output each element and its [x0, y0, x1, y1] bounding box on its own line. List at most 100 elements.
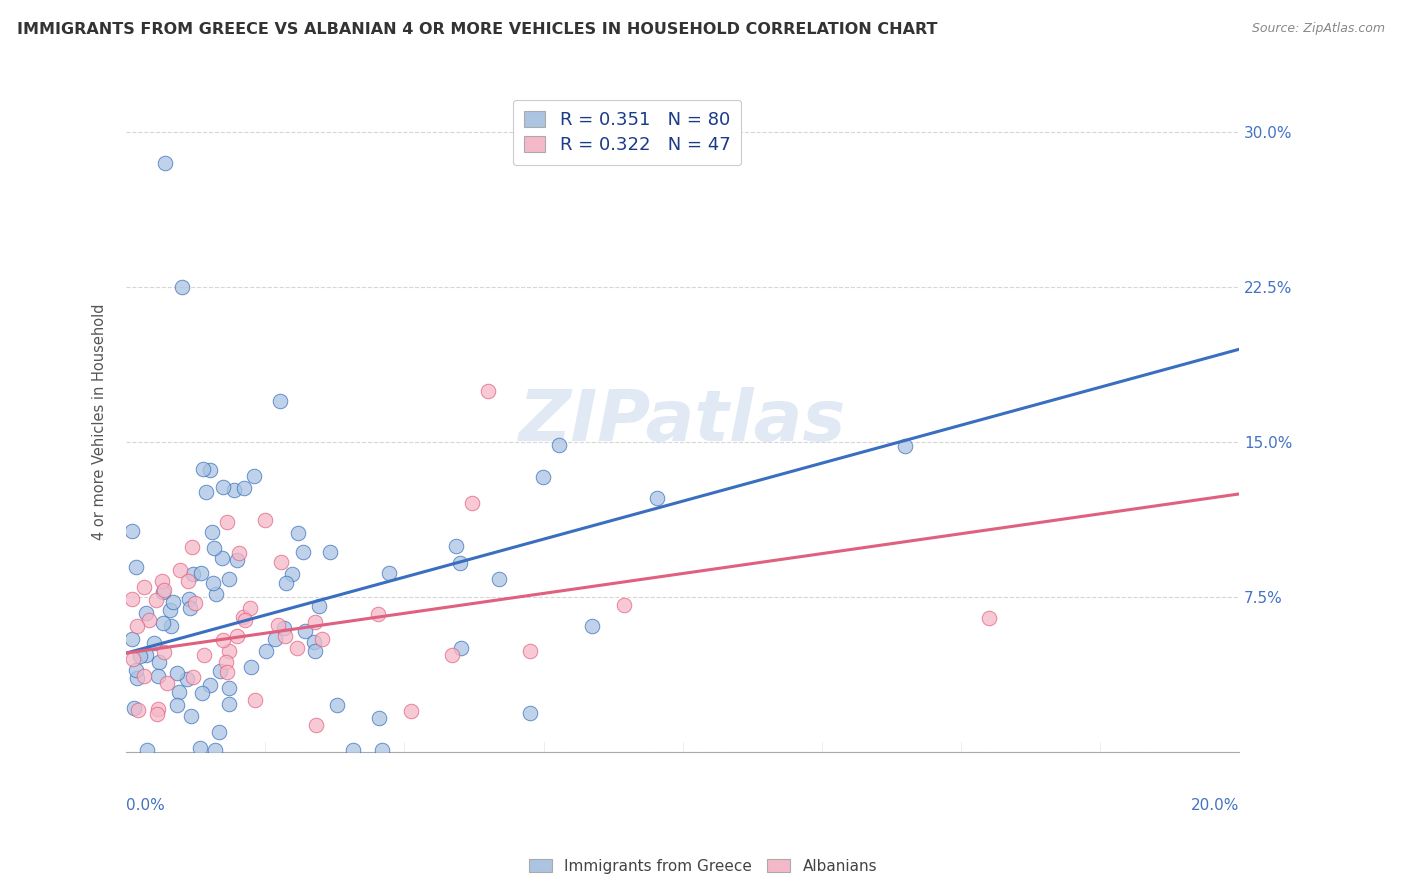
Point — [180, 709, 202, 723]
Point — [125, 619, 148, 633]
Point — [211, 551, 233, 566]
Point — [311, 632, 333, 647]
Point — [146, 669, 169, 683]
Point — [342, 743, 364, 757]
Point — [128, 649, 150, 664]
Point — [304, 644, 326, 658]
Text: IMMIGRANTS FROM GREECE VS ALBANIAN 4 OR MORE VEHICLES IN HOUSEHOLD CORRELATION C: IMMIGRANTS FROM GREECE VS ALBANIAN 4 OR … — [17, 22, 938, 37]
Point — [124, 560, 146, 574]
Point — [444, 539, 467, 553]
Point — [242, 469, 264, 483]
Point — [294, 624, 316, 638]
Point — [302, 634, 325, 648]
Point — [202, 541, 225, 556]
Point — [613, 599, 636, 613]
Legend: Immigrants from Greece, Albanians: Immigrants from Greece, Albanians — [523, 853, 883, 880]
Point — [176, 574, 198, 588]
Point — [156, 676, 179, 690]
Point — [267, 618, 290, 632]
Point — [208, 725, 231, 739]
Point — [325, 698, 347, 713]
Y-axis label: 4 or more Vehicles in Household: 4 or more Vehicles in Household — [93, 303, 107, 540]
Point — [977, 611, 1000, 625]
Point — [273, 621, 295, 635]
Point — [188, 740, 211, 755]
Point — [195, 484, 218, 499]
Point — [145, 593, 167, 607]
Point — [159, 603, 181, 617]
Legend: R = 0.351   N = 80, R = 0.322   N = 47: R = 0.351 N = 80, R = 0.322 N = 47 — [513, 100, 741, 165]
Point — [208, 665, 231, 679]
Point — [184, 596, 207, 610]
Point — [166, 698, 188, 713]
Point — [135, 648, 157, 662]
Point — [135, 743, 157, 757]
Point — [399, 704, 422, 718]
Point — [166, 665, 188, 680]
Point — [308, 599, 330, 613]
Point — [193, 648, 215, 663]
Point — [233, 481, 256, 495]
Point — [253, 513, 276, 527]
Point — [198, 678, 221, 692]
Point — [205, 587, 228, 601]
Point — [122, 701, 145, 715]
Point — [215, 665, 238, 680]
Point — [180, 541, 202, 555]
Point — [146, 706, 169, 721]
Point — [371, 743, 394, 757]
Point — [519, 644, 541, 658]
Text: 20.0%: 20.0% — [1191, 797, 1239, 813]
Point — [281, 567, 304, 582]
Point — [225, 553, 247, 567]
Point — [198, 463, 221, 477]
Point — [181, 670, 204, 684]
Point — [201, 576, 224, 591]
Point — [215, 655, 238, 669]
Point — [228, 546, 250, 560]
Point — [122, 652, 145, 666]
Point — [162, 594, 184, 608]
Point — [304, 615, 326, 630]
Point — [152, 585, 174, 599]
Point — [215, 516, 238, 530]
Point — [218, 644, 240, 658]
Point — [239, 600, 262, 615]
Point — [169, 563, 191, 577]
Point — [135, 606, 157, 620]
Point — [127, 671, 149, 685]
Point — [191, 685, 214, 699]
Point — [132, 580, 155, 594]
Point — [269, 393, 291, 408]
Point — [127, 703, 149, 717]
Point — [377, 566, 399, 581]
Point — [179, 600, 201, 615]
Point — [160, 619, 183, 633]
Point — [440, 648, 463, 662]
Point — [531, 470, 554, 484]
Point — [240, 660, 263, 674]
Text: Source: ZipAtlas.com: Source: ZipAtlas.com — [1251, 22, 1385, 36]
Point — [150, 574, 173, 588]
Point — [218, 681, 240, 695]
Point — [176, 672, 198, 686]
Point — [170, 280, 193, 294]
Point — [519, 706, 541, 721]
Point — [581, 619, 603, 633]
Point — [200, 524, 222, 539]
Point — [153, 582, 176, 597]
Point — [211, 633, 233, 648]
Point — [477, 384, 499, 398]
Point — [153, 156, 176, 170]
Point — [211, 480, 233, 494]
Point — [121, 592, 143, 607]
Point — [287, 640, 309, 655]
Point — [146, 702, 169, 716]
Point — [291, 545, 314, 559]
Point — [222, 483, 245, 497]
Point — [121, 632, 143, 647]
Point — [264, 632, 287, 647]
Point — [121, 524, 143, 538]
Point — [204, 743, 226, 757]
Point — [233, 613, 256, 627]
